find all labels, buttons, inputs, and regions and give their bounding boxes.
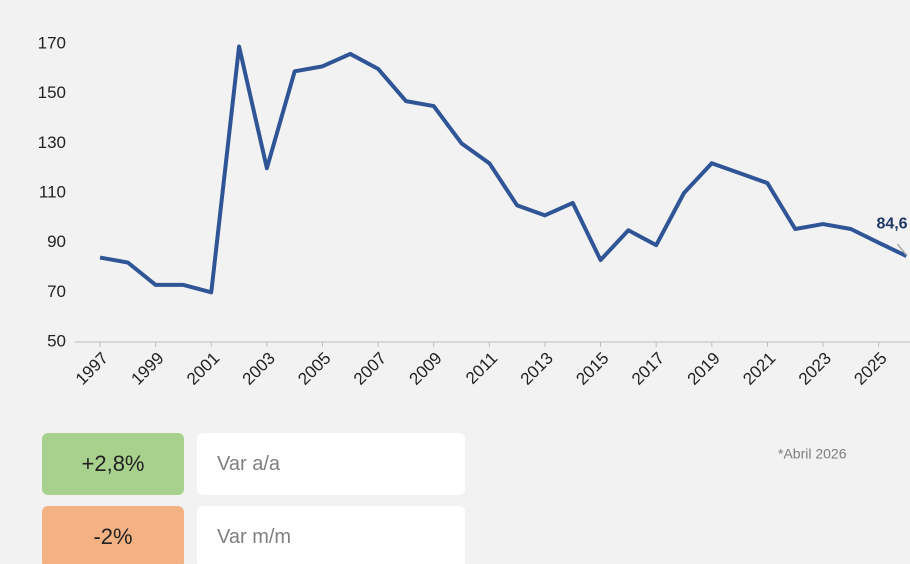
kpi-label: Var m/m	[197, 506, 465, 564]
x-tick-label: 2019	[684, 349, 724, 389]
y-tick-label: 50	[47, 331, 66, 350]
x-tick-label: 1999	[127, 349, 167, 389]
y-tick-label: 170	[38, 33, 66, 52]
x-tick-label: 2005	[294, 349, 334, 389]
x-tick-label: 2025	[850, 349, 890, 389]
label-leader	[896, 243, 908, 256]
x-tick-label: 2009	[406, 349, 446, 389]
x-tick-label: 2015	[572, 349, 612, 389]
kpi-label: Var a/a	[197, 433, 465, 495]
kpi-card: -2%	[42, 506, 184, 564]
x-tick-label: 1997	[72, 349, 112, 389]
y-tick-label: 110	[39, 182, 66, 201]
kpi-card: +2,8%	[42, 433, 184, 495]
x-tick-label: 2017	[628, 349, 668, 389]
x-tick-label: 2011	[462, 349, 501, 388]
y-tick-label: 70	[47, 282, 66, 301]
x-tick-label: 2013	[517, 349, 557, 389]
y-tick-label: 130	[38, 133, 66, 152]
data-label: 84,6	[876, 215, 907, 232]
y-tick-label: 150	[38, 83, 66, 102]
x-tick-label: 2007	[350, 349, 390, 389]
x-tick-label: 2001	[183, 349, 223, 389]
note: *Abril 2026	[778, 446, 847, 462]
y-tick-label: 90	[47, 232, 66, 251]
x-tick-label: 2003	[239, 349, 279, 389]
x-tick-label: 2021	[739, 349, 779, 389]
line-series	[99, 44, 908, 295]
x-tick-label: 2023	[795, 349, 835, 389]
